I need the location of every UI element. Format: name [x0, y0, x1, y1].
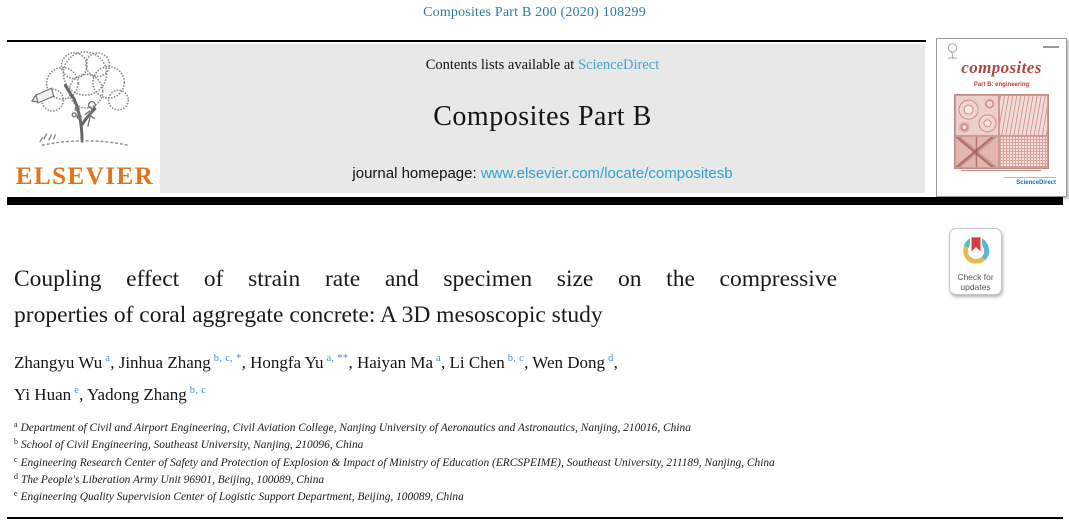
authors-line-1: Zhangyu Wu a, Jinhua Zhang b, c, *, Hongfa…: [14, 353, 618, 372]
affiliation-row: c Engineering Research Center of Safety a…: [14, 455, 954, 472]
elsevier-mini-tree-icon: [947, 43, 958, 60]
cover-image-mesh: [998, 135, 1048, 168]
author-affiliation-superscript: b, c: [507, 353, 525, 364]
journal-banner: Contents lists available at ScienceDirec…: [160, 44, 925, 193]
journal-cover-thumbnail[interactable]: composites Part B: engineering ScienceDi…: [936, 38, 1067, 197]
cover-image-circles: [955, 95, 999, 136]
affiliation-text: Department of Civil and Airport Engineer…: [20, 422, 691, 434]
cover-url-caption: [961, 170, 1041, 171]
cover-available-online-text: [1004, 177, 1056, 178]
author-name: Zhangyu Wu: [14, 353, 103, 372]
cover-issn-mark: [1043, 46, 1059, 48]
author-name: Wen Dong: [532, 353, 606, 372]
affiliation-superscript: e: [14, 489, 18, 499]
affiliations-list: a Department of Civil and Airport Enginee…: [14, 420, 954, 506]
affiliation-row: d The People's Liberation Army Unit 96901…: [14, 472, 954, 489]
header-divider-bar: [7, 197, 1063, 205]
article-title-line1: Coupling effect of strain rate and speci…: [14, 266, 837, 292]
cover-image-grid: [954, 94, 1049, 169]
affiliation-text: School of Civil Engineering, Southeast U…: [21, 439, 364, 452]
author-affiliation-superscript: d: [608, 353, 614, 364]
badge-label: Check for updates: [957, 272, 994, 292]
author-name: Haiyan Ma: [356, 353, 433, 372]
affiliation-superscript: d: [14, 471, 18, 481]
authors-line-2: Yi Huan e, Yadong Zhang b, c: [14, 385, 207, 404]
top-rule: [7, 40, 926, 42]
cover-image-propeller: [955, 135, 999, 168]
bottom-rule: [7, 517, 1063, 519]
author-name: Jinhua Zhang: [118, 353, 211, 372]
check-for-updates-badge[interactable]: Check for updates: [949, 228, 1002, 295]
affiliation-row: e Engineering Quality Supervision Center …: [14, 489, 954, 506]
affiliation-row: a Department of Civil and Airport Enginee…: [14, 420, 954, 437]
contents-line: Contents lists available at ScienceDirec…: [160, 57, 925, 74]
sciencedirect-link[interactable]: ScienceDirect: [577, 57, 660, 73]
author-name: Hongfa Yu: [250, 353, 324, 372]
article-title: Coupling effect of strain rate and speci…: [14, 261, 837, 333]
contents-text: Contents lists available at: [425, 57, 578, 73]
author-list: Zhangyu Wu a, Jinhua Zhang b, c, *, Hongfa…: [14, 348, 874, 412]
homepage-url-link[interactable]: www.elsevier.com/locate/compositesb: [480, 165, 733, 182]
check-updates-icon: [962, 235, 989, 264]
homepage-line: journal homepage: www.elsevier.com/locat…: [160, 165, 925, 182]
affiliation-superscript: a: [14, 420, 18, 429]
cover-title: composites: [961, 58, 1042, 77]
author-affiliation-superscript: a: [105, 353, 111, 364]
author-affiliation-superscript: e: [74, 385, 80, 396]
homepage-label: journal homepage:: [352, 165, 481, 182]
cover-image-stripes: [998, 95, 1048, 136]
banner-journal-title: Composites Part B: [433, 101, 652, 132]
affiliation-superscript: b: [14, 437, 18, 447]
author-affiliation-superscript: a: [436, 353, 441, 364]
elsevier-wordmark: ELSEVIER: [15, 163, 155, 190]
author-affiliation-superscript: b, c, *: [213, 353, 242, 364]
affiliation-row: b School of Civil Engineering, Southeast …: [14, 437, 954, 454]
affiliation-text: The People's Liberation Army Unit 96901,…: [21, 473, 325, 486]
cover-sciencedirect-label: ScienceDirect: [1016, 180, 1056, 186]
affiliation-superscript: c: [14, 454, 18, 464]
affiliation-text: Engineering Research Center of Safety an…: [20, 456, 775, 469]
journal-reference: Composites Part B 200 (2020) 108299: [423, 5, 646, 20]
elsevier-logo: ELSEVIER: [12, 44, 158, 193]
author-affiliation-superscript: b, c: [189, 385, 207, 396]
author-name: Li Chen: [449, 353, 505, 372]
article-title-line2: properties of coral aggregate concrete: …: [14, 302, 603, 328]
author-affiliation-superscript: a, **: [326, 353, 349, 364]
elsevier-tree-icon: [30, 51, 130, 146]
author-name: Yi Huan: [14, 385, 72, 404]
affiliation-text: Engineering Quality Supervision Center o…: [20, 491, 464, 504]
cover-subtitle: Part B: engineering: [973, 82, 1030, 88]
author-name: Yadong Zhang: [86, 385, 187, 404]
